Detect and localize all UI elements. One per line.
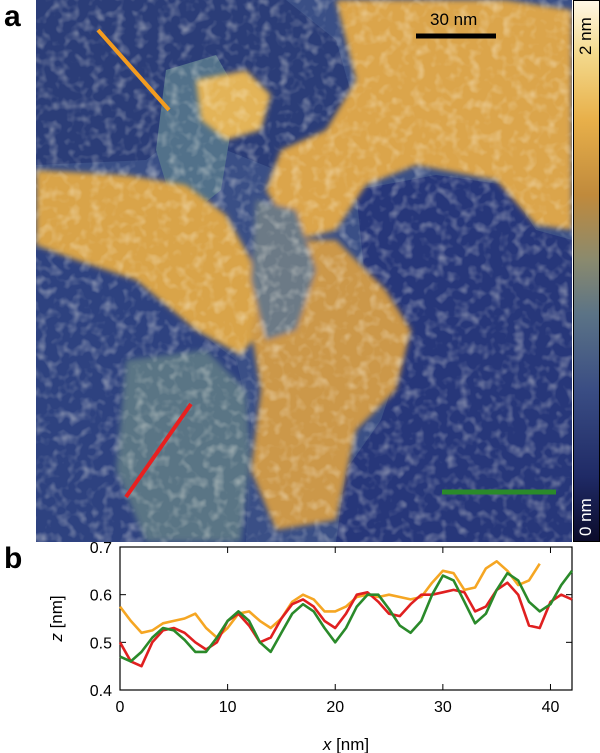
- profile-series-line: [119, 570, 574, 663]
- panel-label-a: a: [4, 0, 21, 33]
- orange-profile-line: [96, 28, 171, 112]
- x-axis-label: x [nm]: [322, 735, 369, 753]
- panel-label-b: b: [4, 542, 23, 575]
- height-profile-chart: 0 10 20 30 40 0.4 0.5 0.6 0.7 x [nm] z [nm]: [47, 542, 574, 753]
- colorbar-top-label: 2 nm: [576, 17, 595, 55]
- y-axis-label: z [nm]: [47, 595, 66, 642]
- x-tick-label: 0: [116, 699, 125, 716]
- profile-series-line: [118, 581, 573, 668]
- chart-labels: 0 10 20 30 40 0.4 0.5 0.6 0.7 x [nm] z [nm]: [47, 542, 559, 753]
- stm-texture: [36, 0, 572, 542]
- colorbar-bottom-label: 0 nm: [576, 498, 595, 536]
- y-tick-label: 0.6: [90, 588, 112, 605]
- y-tick-label: 0.5: [90, 635, 112, 652]
- profile-series-line: [118, 559, 541, 639]
- scale-bar-label: 30 nm: [430, 10, 478, 29]
- red-profile-line: [124, 402, 193, 499]
- x-tick-label: 10: [219, 699, 237, 716]
- stm-image: [36, 0, 572, 542]
- x-tick-label: 20: [326, 699, 344, 716]
- x-tick-label: 40: [542, 699, 560, 716]
- plot-frame: [119, 546, 573, 691]
- y-tick-label: 0.7: [90, 542, 112, 557]
- chart-series-group: [118, 559, 574, 668]
- chart-axes: [119, 546, 573, 691]
- colorbar-gradient: [573, 0, 600, 542]
- x-tick-label: 30: [434, 699, 452, 716]
- y-tick-label: 0.4: [90, 683, 112, 700]
- colorbar: 2 nm 0 nm: [573, 0, 600, 542]
